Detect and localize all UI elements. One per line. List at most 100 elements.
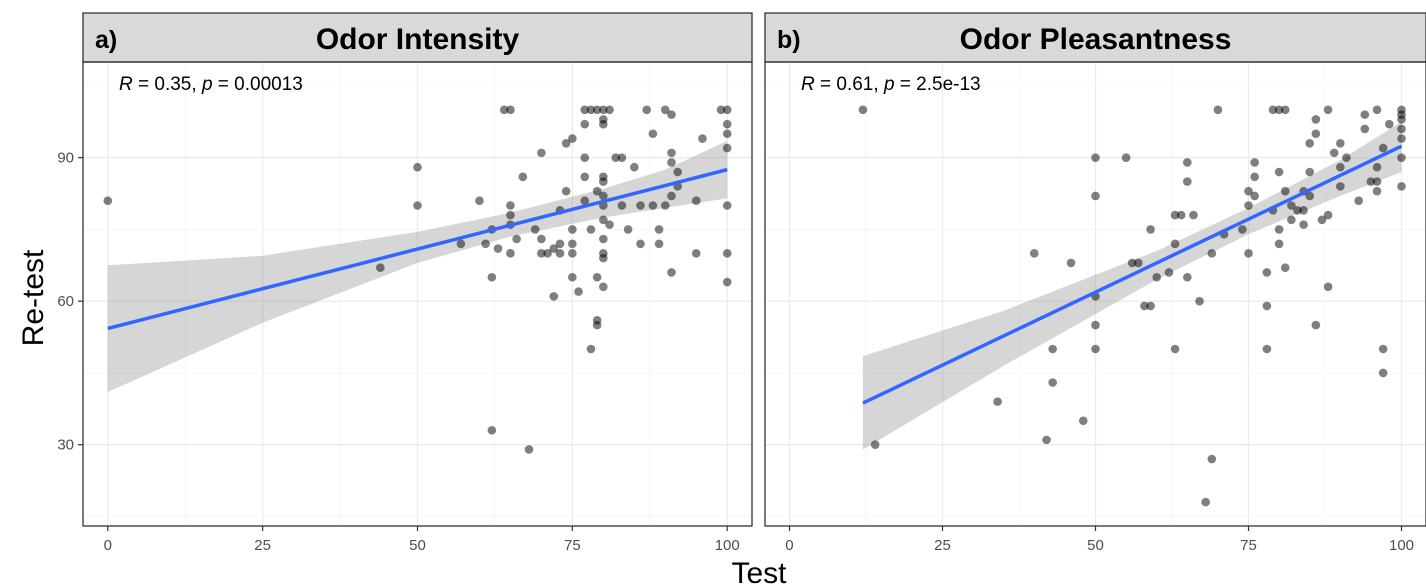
- data-point: [599, 177, 608, 186]
- data-point: [561, 139, 571, 148]
- data-point: [1140, 301, 1149, 311]
- data-point: [611, 153, 621, 162]
- data-point: [1323, 210, 1333, 220]
- stat-symbol: p: [883, 74, 895, 95]
- data-point: [586, 225, 596, 234]
- data-point: [475, 196, 484, 206]
- data-point: [568, 249, 577, 258]
- data-point: [1183, 177, 1192, 186]
- regression-line: [862, 144, 1403, 405]
- data-point: [506, 249, 515, 258]
- data-point: [1287, 201, 1296, 210]
- data-point: [599, 215, 608, 225]
- data-point: [1372, 186, 1382, 196]
- data-point: [1091, 320, 1100, 330]
- data-point: [1244, 201, 1253, 210]
- data-point: [1176, 210, 1186, 220]
- data-point: [1372, 105, 1382, 115]
- x-axis-title: Test: [731, 557, 787, 588]
- data-point: [1152, 272, 1162, 282]
- data-point: [1336, 182, 1345, 191]
- panel-2: b) Odor Pleasantness R = 0.61, p = 2.5e-13…: [764, 12, 1426, 554]
- panel-title: Odor Intensity: [316, 23, 520, 56]
- data-point: [667, 191, 676, 201]
- x-tick-label: 50: [1087, 537, 1104, 554]
- data-point: [1066, 258, 1076, 268]
- data-point: [722, 119, 732, 129]
- x-tick-label: 100: [1389, 537, 1414, 554]
- data-point: [599, 234, 608, 244]
- data-point: [413, 162, 422, 172]
- data-point: [1048, 378, 1057, 387]
- data-point: [1397, 134, 1406, 143]
- data-point: [1342, 153, 1351, 162]
- data-point: [1354, 196, 1363, 206]
- data-point: [580, 153, 590, 162]
- data-point: [1299, 220, 1308, 229]
- stat-value: = 0.00013: [213, 74, 303, 95]
- data-point: [592, 186, 602, 196]
- data-point: [1372, 162, 1382, 172]
- data-point: [530, 225, 540, 234]
- data-point: [499, 105, 509, 115]
- data-point: [605, 105, 614, 115]
- data-point: [1317, 215, 1327, 225]
- data-point: [1274, 167, 1284, 177]
- data-point: [1207, 249, 1217, 258]
- data-point: [1244, 186, 1253, 196]
- data-point: [413, 201, 422, 210]
- y-axis-title: Re-test: [17, 249, 50, 346]
- data-point: [673, 167, 682, 177]
- data-point: [580, 105, 590, 115]
- stat-symbol: R: [119, 74, 133, 95]
- data-point: [1287, 215, 1296, 225]
- data-point: [1323, 105, 1333, 115]
- data-point: [1280, 263, 1290, 272]
- data-point: [636, 201, 645, 210]
- correlation-annotation: R = 0.61, p = 2.5e-13: [801, 74, 981, 95]
- data-point: [1170, 239, 1180, 249]
- strip-header: [764, 12, 1426, 63]
- data-point: [599, 119, 608, 129]
- data-point: [1207, 454, 1217, 464]
- data-point: [617, 153, 627, 162]
- data-point: [623, 225, 633, 234]
- data-point: [1378, 368, 1388, 378]
- data-point: [1134, 258, 1143, 268]
- data-point: [691, 249, 701, 258]
- data-point: [858, 105, 868, 115]
- data-point: [1078, 416, 1088, 426]
- data-point: [537, 234, 546, 244]
- data-point: [1305, 191, 1315, 201]
- data-point: [716, 105, 726, 115]
- data-point: [456, 239, 466, 249]
- confidence-band: [862, 121, 1402, 450]
- data-point: [605, 220, 614, 229]
- data-point: [568, 239, 577, 249]
- data-point: [1378, 143, 1388, 153]
- data-point: [1293, 205, 1302, 215]
- data-point: [592, 105, 602, 115]
- data-point: [1183, 158, 1192, 167]
- data-point: [722, 129, 732, 139]
- x-tick-label: 25: [934, 537, 951, 554]
- data-point: [1274, 239, 1284, 249]
- data-point: [870, 440, 880, 449]
- data-point: [481, 239, 490, 249]
- data-point: [487, 272, 497, 282]
- data-point: [722, 277, 732, 287]
- data-point: [1311, 115, 1321, 124]
- data-point: [1384, 119, 1394, 129]
- data-point: [1170, 344, 1180, 354]
- data-point: [1360, 110, 1370, 119]
- data-point: [1127, 258, 1137, 268]
- data-point: [1372, 177, 1382, 186]
- data-point: [580, 119, 590, 129]
- correlation-annotation: R = 0.35, p = 0.00013: [119, 74, 303, 95]
- data-point: [506, 105, 515, 115]
- stat-value: = 2.5e-13: [895, 74, 981, 95]
- data-point: [648, 129, 658, 139]
- data-point: [1195, 296, 1204, 306]
- data-point: [667, 268, 676, 277]
